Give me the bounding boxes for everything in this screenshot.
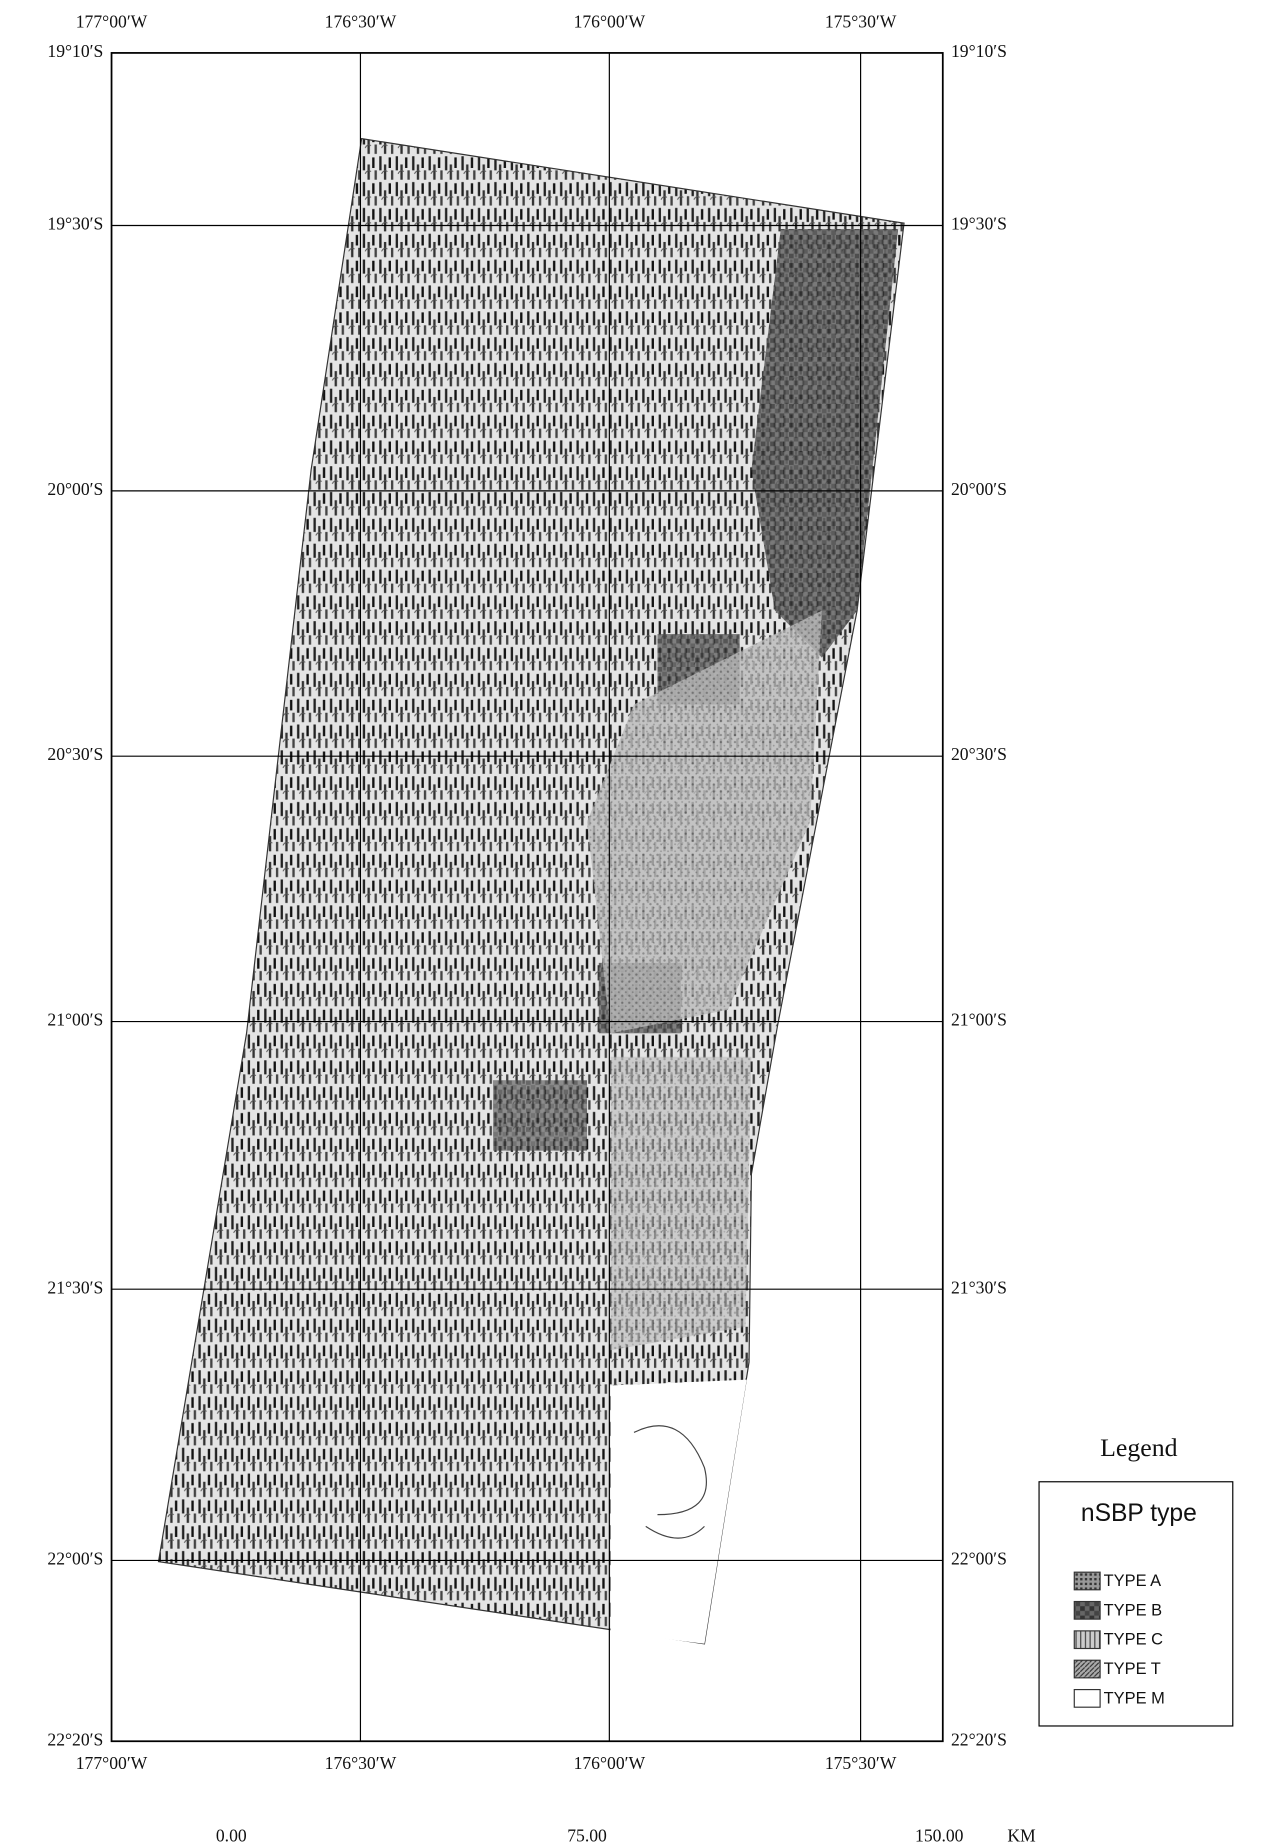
- lon-label: 176°30′W: [325, 1753, 397, 1773]
- legend-title: Legend: [1100, 1433, 1177, 1462]
- legend-swatch: [1074, 1602, 1100, 1620]
- lat-label: 20°00′S: [47, 479, 103, 499]
- lat-label: 21°30′S: [951, 1277, 1007, 1297]
- lat-label: 22°20′S: [47, 1729, 103, 1749]
- lon-label: 175°30′W: [825, 12, 897, 32]
- lon-label: 177°00′W: [76, 1753, 148, 1773]
- lat-label: 19°10′S: [47, 41, 103, 61]
- map-figure: Legend nSBP type 177°00′W 176°30′W 176°00′…: [0, 0, 1268, 1847]
- lat-label: 22°20′S: [951, 1729, 1007, 1749]
- survey-area: [159, 139, 905, 1644]
- scale-label: 0.00: [216, 1826, 247, 1846]
- legend-item: TYPE M: [1104, 1689, 1165, 1707]
- lat-label: 21°30′S: [47, 1277, 103, 1297]
- lat-label: 22°00′S: [47, 1548, 103, 1568]
- scale-unit: KM: [1007, 1826, 1036, 1846]
- lon-label: 176°00′W: [574, 12, 646, 32]
- legend-swatch: [1074, 1660, 1100, 1678]
- legend-swatch: [1074, 1631, 1100, 1649]
- lat-label: 19°30′S: [47, 214, 103, 234]
- legend-item: TYPE C: [1104, 1631, 1163, 1649]
- lon-label: 176°00′W: [574, 1753, 646, 1773]
- lon-label: 175°30′W: [825, 1753, 897, 1773]
- scale-label: 150.00: [915, 1826, 964, 1846]
- legend-item: TYPE T: [1104, 1660, 1161, 1678]
- lat-label: 20°30′S: [951, 744, 1007, 764]
- legend-swatch: [1074, 1690, 1100, 1708]
- lat-label: 19°10′S: [951, 41, 1007, 61]
- legend-item: TYPE B: [1104, 1601, 1162, 1619]
- lat-label: 21°00′S: [951, 1010, 1007, 1030]
- legend-item: TYPE A: [1104, 1572, 1162, 1590]
- lat-label: 20°30′S: [47, 744, 103, 764]
- legend-header: nSBP type: [1081, 1500, 1197, 1527]
- lon-label: 177°00′W: [76, 12, 148, 32]
- lat-label: 20°00′S: [951, 479, 1007, 499]
- lon-label: 176°30′W: [325, 12, 397, 32]
- lat-label: 19°30′S: [951, 214, 1007, 234]
- legend-swatch: [1074, 1572, 1100, 1590]
- lat-label: 21°00′S: [47, 1010, 103, 1030]
- lat-label: 22°00′S: [951, 1548, 1007, 1568]
- scale-label: 75.00: [567, 1826, 607, 1846]
